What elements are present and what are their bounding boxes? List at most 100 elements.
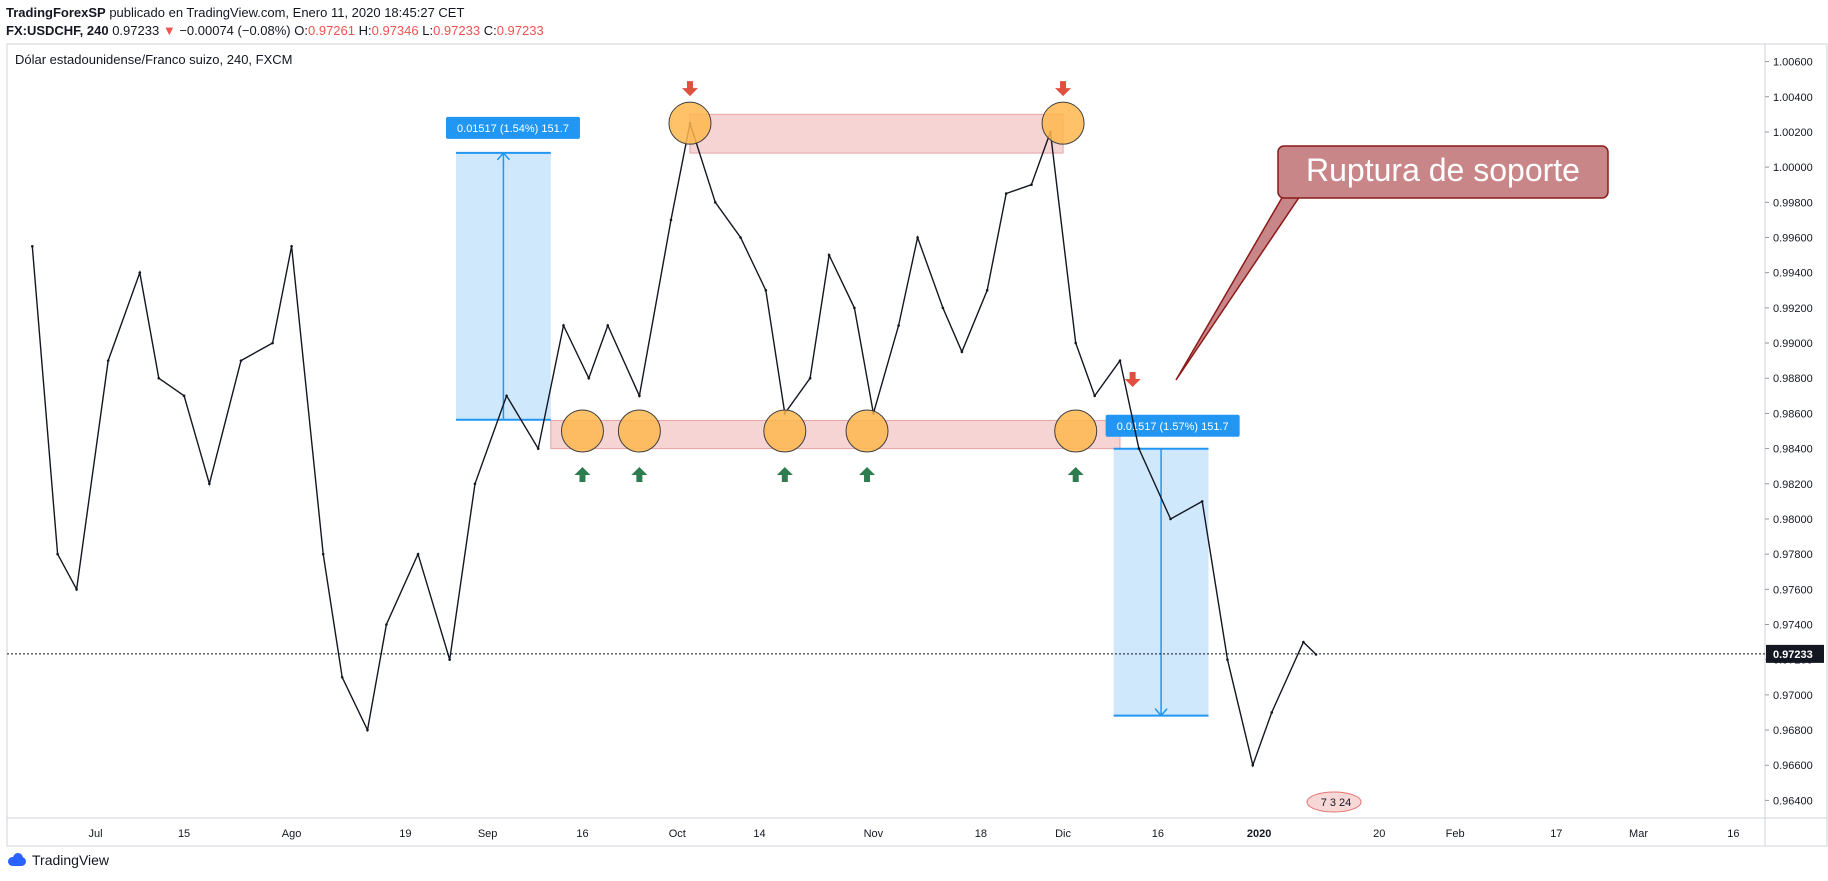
down-arrow-icon — [681, 81, 698, 97]
high-label: H: — [358, 23, 372, 38]
change-down-icon: ▼ — [162, 23, 176, 38]
price-point — [208, 482, 211, 486]
y-tick-label: 0.98000 — [1773, 514, 1813, 526]
price-point — [916, 236, 919, 239]
event-markers-label: 7 3 24 — [1321, 797, 1352, 809]
up-arrow-icon — [1067, 467, 1084, 482]
close-value: 0.97233 — [496, 23, 544, 38]
price-point — [473, 482, 477, 486]
touch-circle — [763, 409, 807, 453]
x-tick-label: Nov — [864, 828, 884, 840]
price-point — [56, 552, 59, 556]
last-value: 0.97233 — [112, 23, 160, 38]
y-tick-label: 1.00400 — [1773, 92, 1813, 104]
touch-circle — [1041, 101, 1085, 145]
resistance-zone — [689, 113, 1064, 154]
x-tick-label: Mar — [1629, 828, 1648, 840]
price-point — [764, 288, 768, 292]
author-name[interactable]: TradingForexSP — [6, 5, 106, 20]
callout-box — [1277, 145, 1609, 199]
low-value: 0.97233 — [433, 23, 481, 38]
x-tick-label: 18 — [975, 828, 987, 840]
price-point — [366, 728, 369, 732]
change-value: −0.00074 (−0.08%) — [179, 23, 291, 38]
price-point — [1169, 517, 1172, 521]
price-point — [1093, 394, 1096, 398]
x-tick-label: 17 — [1550, 828, 1562, 840]
price-point — [827, 253, 831, 257]
tradingview-brand[interactable]: TradingView — [32, 852, 110, 868]
price-point — [960, 350, 964, 354]
price-point — [853, 306, 856, 310]
y-tick-label: 1.00000 — [1773, 162, 1813, 174]
x-tick-label: Jul — [89, 828, 103, 840]
touch-circle — [617, 409, 661, 453]
price-point — [290, 244, 293, 248]
down-arrow-icon — [1124, 372, 1141, 388]
x-tick-label: 14 — [753, 828, 765, 840]
published-text: publicado en TradingView.com, Enero 11, … — [109, 5, 465, 20]
measure-label-box — [445, 116, 580, 139]
x-tick-label: 16 — [1152, 828, 1164, 840]
event-markers-bg — [1306, 791, 1362, 813]
callout-text: Ruptura de soporte — [1306, 152, 1580, 188]
y-tick-label: 0.96400 — [1773, 795, 1813, 807]
x-tick-label: 19 — [399, 828, 411, 840]
y-tick-label: 0.97800 — [1773, 549, 1813, 561]
price-point — [1302, 640, 1305, 644]
x-tick-label: 2020 — [1247, 828, 1271, 840]
measure-label: 0.01517 (1.57%) 151.7 — [1117, 421, 1229, 433]
price-point — [897, 324, 900, 327]
chart-header: TradingForexSP publicado en TradingView.… — [6, 4, 1006, 40]
high-value: 0.97346 — [371, 23, 419, 38]
tradingview-cloud-icon — [6, 853, 28, 867]
price-point — [985, 288, 989, 292]
x-tick-label: Feb — [1446, 828, 1465, 840]
price-point — [713, 201, 717, 204]
up-arrow-icon — [574, 467, 591, 482]
y-tick-label: 0.99000 — [1773, 338, 1813, 350]
y-tick-label: 0.99400 — [1773, 268, 1813, 280]
touch-circle — [1054, 409, 1098, 453]
low-label: L: — [422, 23, 434, 38]
price-point — [1074, 341, 1078, 345]
price-point — [1004, 192, 1008, 195]
price-point — [1030, 183, 1033, 187]
y-tick-label: 0.96600 — [1773, 760, 1813, 772]
y-tick-label: 0.98600 — [1773, 408, 1813, 420]
price-point — [106, 359, 110, 362]
symbol-label[interactable]: FX:USDCHF, 240 — [6, 23, 109, 38]
price-point — [536, 447, 540, 450]
up-arrow-icon — [776, 467, 793, 482]
price-point — [138, 271, 142, 274]
y-tick-label: 0.97400 — [1773, 620, 1813, 632]
price-point — [385, 623, 388, 626]
y-tick-label: 0.98400 — [1773, 444, 1813, 456]
measure-arrow-icon — [496, 151, 510, 161]
price-point — [340, 675, 344, 679]
up-arrow-icon — [631, 467, 648, 482]
price-point — [562, 324, 565, 327]
price-point — [638, 394, 641, 398]
y-tick-label: 0.97600 — [1773, 584, 1813, 596]
callout-pointer — [1175, 195, 1302, 381]
x-tick-label: Ago — [282, 828, 302, 840]
price-point — [587, 376, 591, 380]
y-tick-label: 0.97000 — [1773, 690, 1813, 702]
price-point — [505, 394, 508, 398]
x-tick-label: Sep — [478, 828, 498, 840]
price-point — [157, 376, 161, 380]
x-tick-label: 20 — [1373, 828, 1385, 840]
price-point — [606, 324, 610, 327]
y-tick-label: 1.00200 — [1773, 127, 1813, 139]
price-point — [271, 341, 274, 345]
price-point — [416, 552, 420, 556]
price-point — [182, 394, 186, 398]
y-tick-label: 0.99200 — [1773, 303, 1813, 315]
y-tick-label: 1.00600 — [1773, 57, 1813, 69]
y-tick-label: 0.99600 — [1773, 233, 1813, 245]
up-arrow-icon — [859, 467, 876, 482]
chart-frame — [6, 43, 1828, 847]
measure-label-box — [1105, 414, 1240, 437]
